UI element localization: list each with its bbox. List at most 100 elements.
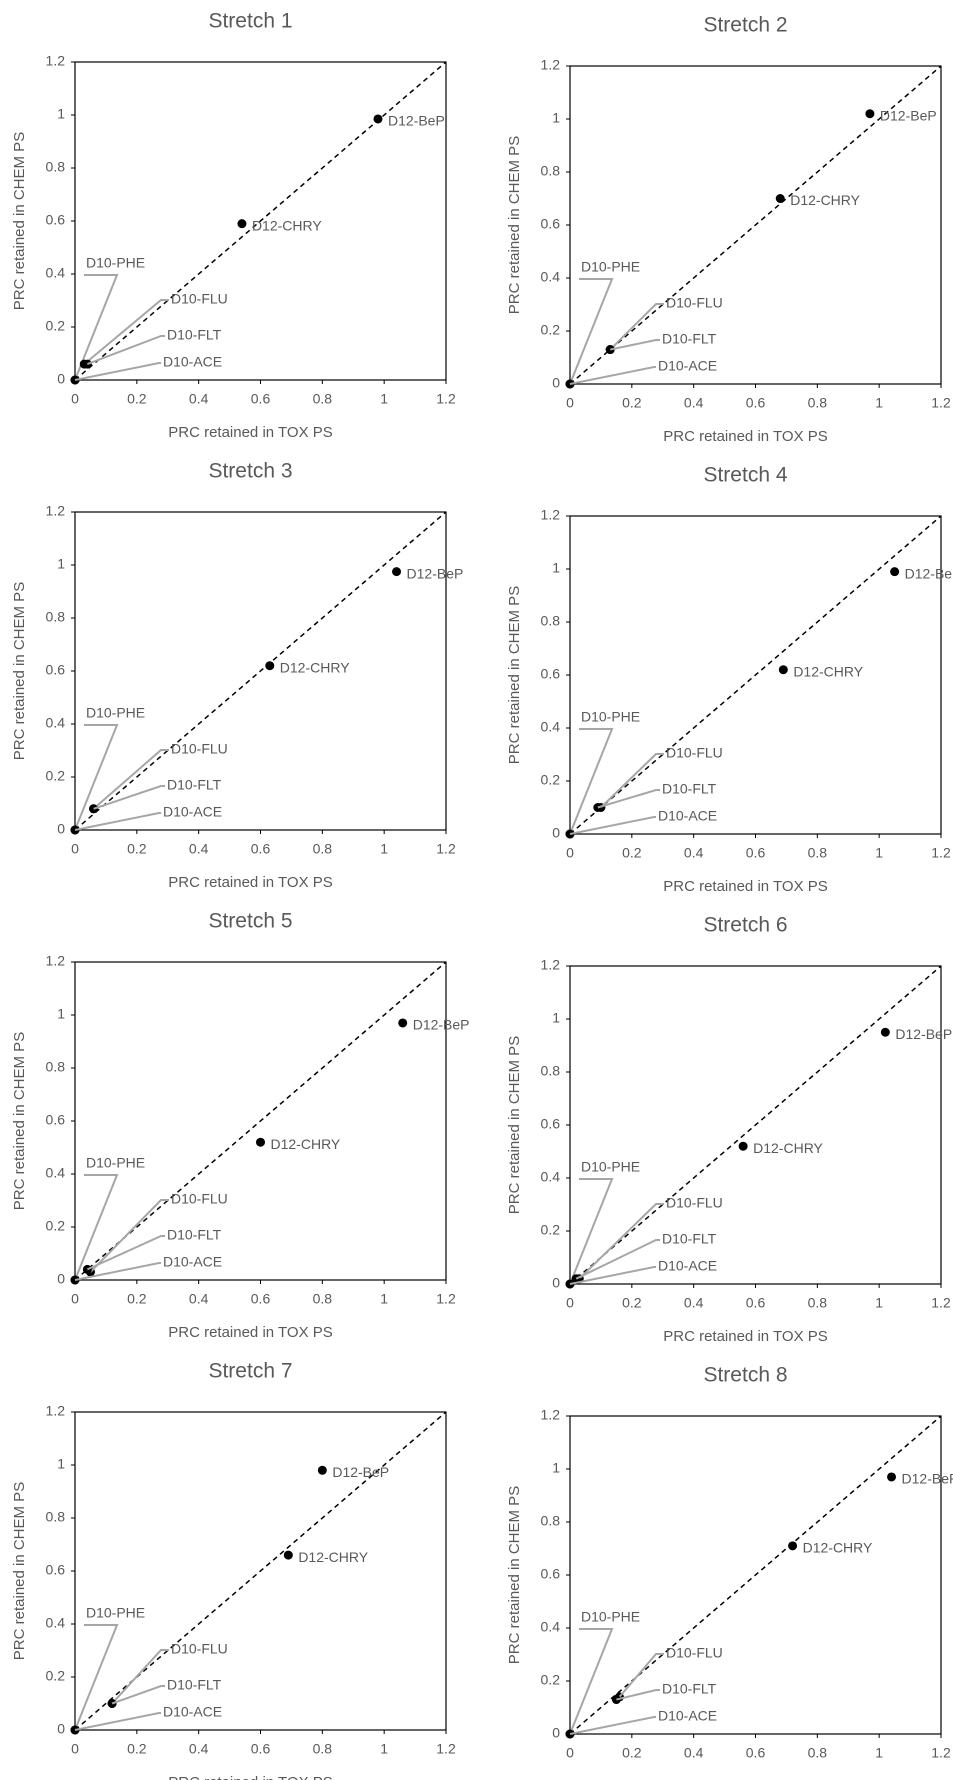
leader-line <box>111 1685 165 1705</box>
y-tick-label: 1 <box>57 1456 65 1472</box>
data-point <box>611 1695 621 1705</box>
leader-line <box>83 299 169 365</box>
y-tick-label: 0.2 <box>541 772 561 788</box>
point-label: D10-FLT <box>662 1231 717 1247</box>
y-tick-label: 0.2 <box>541 322 561 338</box>
x-tick-label: 1 <box>380 841 388 857</box>
point-label: D12-CHRY <box>252 217 322 233</box>
y-tick-label: 1 <box>552 1460 560 1476</box>
point-label: D10-PHE <box>86 705 145 721</box>
y-tick-label: 0.8 <box>46 1509 66 1525</box>
chart: Stretch 6 PRC retained in TOX PS PRC retai… <box>506 914 952 1345</box>
point-label: D12-BeP <box>407 565 464 581</box>
y-axis-label: PRC retained in CHEM PS <box>506 1036 523 1214</box>
point-label: D12-CHRY <box>298 1549 368 1565</box>
x-tick-label: 1.2 <box>436 1741 456 1757</box>
y-tick-label: 0.4 <box>541 719 561 735</box>
data-point <box>775 194 785 203</box>
leader-line <box>569 1716 656 1735</box>
leader-line <box>569 1178 614 1285</box>
point-label: D10-ACE <box>658 808 717 824</box>
x-tick-label: 0 <box>71 841 79 857</box>
y-tick-label: 0.6 <box>541 1116 561 1132</box>
y-tick-label: 0.6 <box>46 1562 66 1578</box>
y-tick-label: 1.2 <box>541 957 561 973</box>
point-label: D12-BeP <box>413 1017 470 1033</box>
point-label: D10-FLT <box>167 777 222 793</box>
y-tick-label: 0.6 <box>541 1566 561 1582</box>
y-tick-label: 0.4 <box>541 1619 561 1635</box>
y-tick-label: 1 <box>552 1010 560 1026</box>
point-label: D10-FLU <box>171 1641 228 1657</box>
point-label: D10-ACE <box>163 1704 222 1720</box>
chart-title: Stretch 4 <box>703 464 787 487</box>
x-tick-label: 1.2 <box>931 395 951 411</box>
x-tick-label: 0.8 <box>313 1741 333 1757</box>
one-to-one-line <box>74 511 447 831</box>
x-tick-label: 0 <box>566 1745 574 1761</box>
x-tick-label: 0.6 <box>251 1741 271 1757</box>
leader-line <box>92 749 169 810</box>
x-tick-label: 0.8 <box>808 845 828 861</box>
x-tick-label: 0.4 <box>189 1741 209 1757</box>
leader-line <box>74 1262 161 1281</box>
chart: Stretch 4 PRC retained in TOX PS PRC retai… <box>506 464 953 895</box>
y-tick-label: 1.2 <box>46 53 66 69</box>
x-tick-label: 0.2 <box>622 1295 642 1311</box>
chart: Stretch 2 PRC retained in TOX PS PRC retai… <box>506 14 951 445</box>
y-axis-label: PRC retained in CHEM PS <box>11 582 28 760</box>
data-point <box>880 1027 890 1037</box>
y-tick-label: 0.6 <box>541 666 561 682</box>
x-tick-label: 0.2 <box>127 1291 147 1307</box>
one-to-one-line <box>569 515 942 835</box>
y-tick-label: 0.6 <box>46 212 66 228</box>
point-label: D10-ACE <box>163 1254 222 1270</box>
point-label: D10-FLU <box>171 291 228 307</box>
x-tick-label: 1.2 <box>931 1745 951 1761</box>
y-tick-label: 0.2 <box>46 318 66 334</box>
x-axis-label: PRC retained in TOX PS <box>168 424 333 441</box>
data-point <box>887 1472 897 1482</box>
leader-line <box>74 1624 119 1731</box>
y-tick-label: 0.4 <box>46 265 66 281</box>
x-tick-label: 0.4 <box>189 391 209 407</box>
y-tick-label: 0.8 <box>541 1513 561 1529</box>
point-label: D10-PHE <box>581 1609 640 1625</box>
x-tick-label: 1 <box>875 1745 883 1761</box>
y-tick-label: 1 <box>57 556 65 572</box>
point-label: D10-PHE <box>86 1155 145 1171</box>
one-to-one-line <box>74 61 447 381</box>
y-tick-label: 0.8 <box>541 1063 561 1079</box>
chart-title: Stretch 5 <box>208 910 292 933</box>
y-tick-label: 0.4 <box>541 1169 561 1185</box>
point-label: D12-BeP <box>902 1471 953 1487</box>
x-tick-label: 0.8 <box>808 1295 828 1311</box>
leader-line <box>74 724 119 831</box>
x-tick-label: 1 <box>875 1295 883 1311</box>
chart-title: Stretch 6 <box>703 914 787 937</box>
x-tick-label: 0.6 <box>746 845 766 861</box>
point-label: D10-ACE <box>163 804 222 820</box>
leader-line <box>87 335 165 366</box>
chart-title: Stretch 3 <box>208 460 292 483</box>
x-axis-label: PRC retained in TOX PS <box>663 878 828 895</box>
y-axis-label: PRC retained in CHEM PS <box>506 586 523 764</box>
leader-line <box>74 1712 161 1731</box>
point-label: D12-CHRY <box>753 1140 823 1156</box>
leader-line <box>618 1653 664 1698</box>
leader-line <box>600 753 664 809</box>
y-tick-label: 1.2 <box>46 1403 66 1419</box>
x-tick-label: 1.2 <box>931 845 951 861</box>
point-label: D10-FLT <box>662 781 717 797</box>
y-axis-label: PRC retained in CHEM PS <box>11 1482 28 1660</box>
x-axis-label: PRC retained in TOX PS <box>168 874 333 891</box>
x-tick-label: 0 <box>71 1291 79 1307</box>
data-point <box>788 1541 798 1551</box>
x-tick-label: 0.2 <box>622 845 642 861</box>
x-tick-label: 0.4 <box>684 1295 704 1311</box>
x-tick-label: 0.6 <box>746 1745 766 1761</box>
leader-line <box>597 789 660 809</box>
x-tick-label: 0.8 <box>808 395 828 411</box>
data-point <box>865 109 875 119</box>
chart-title: Stretch 7 <box>208 1360 292 1383</box>
